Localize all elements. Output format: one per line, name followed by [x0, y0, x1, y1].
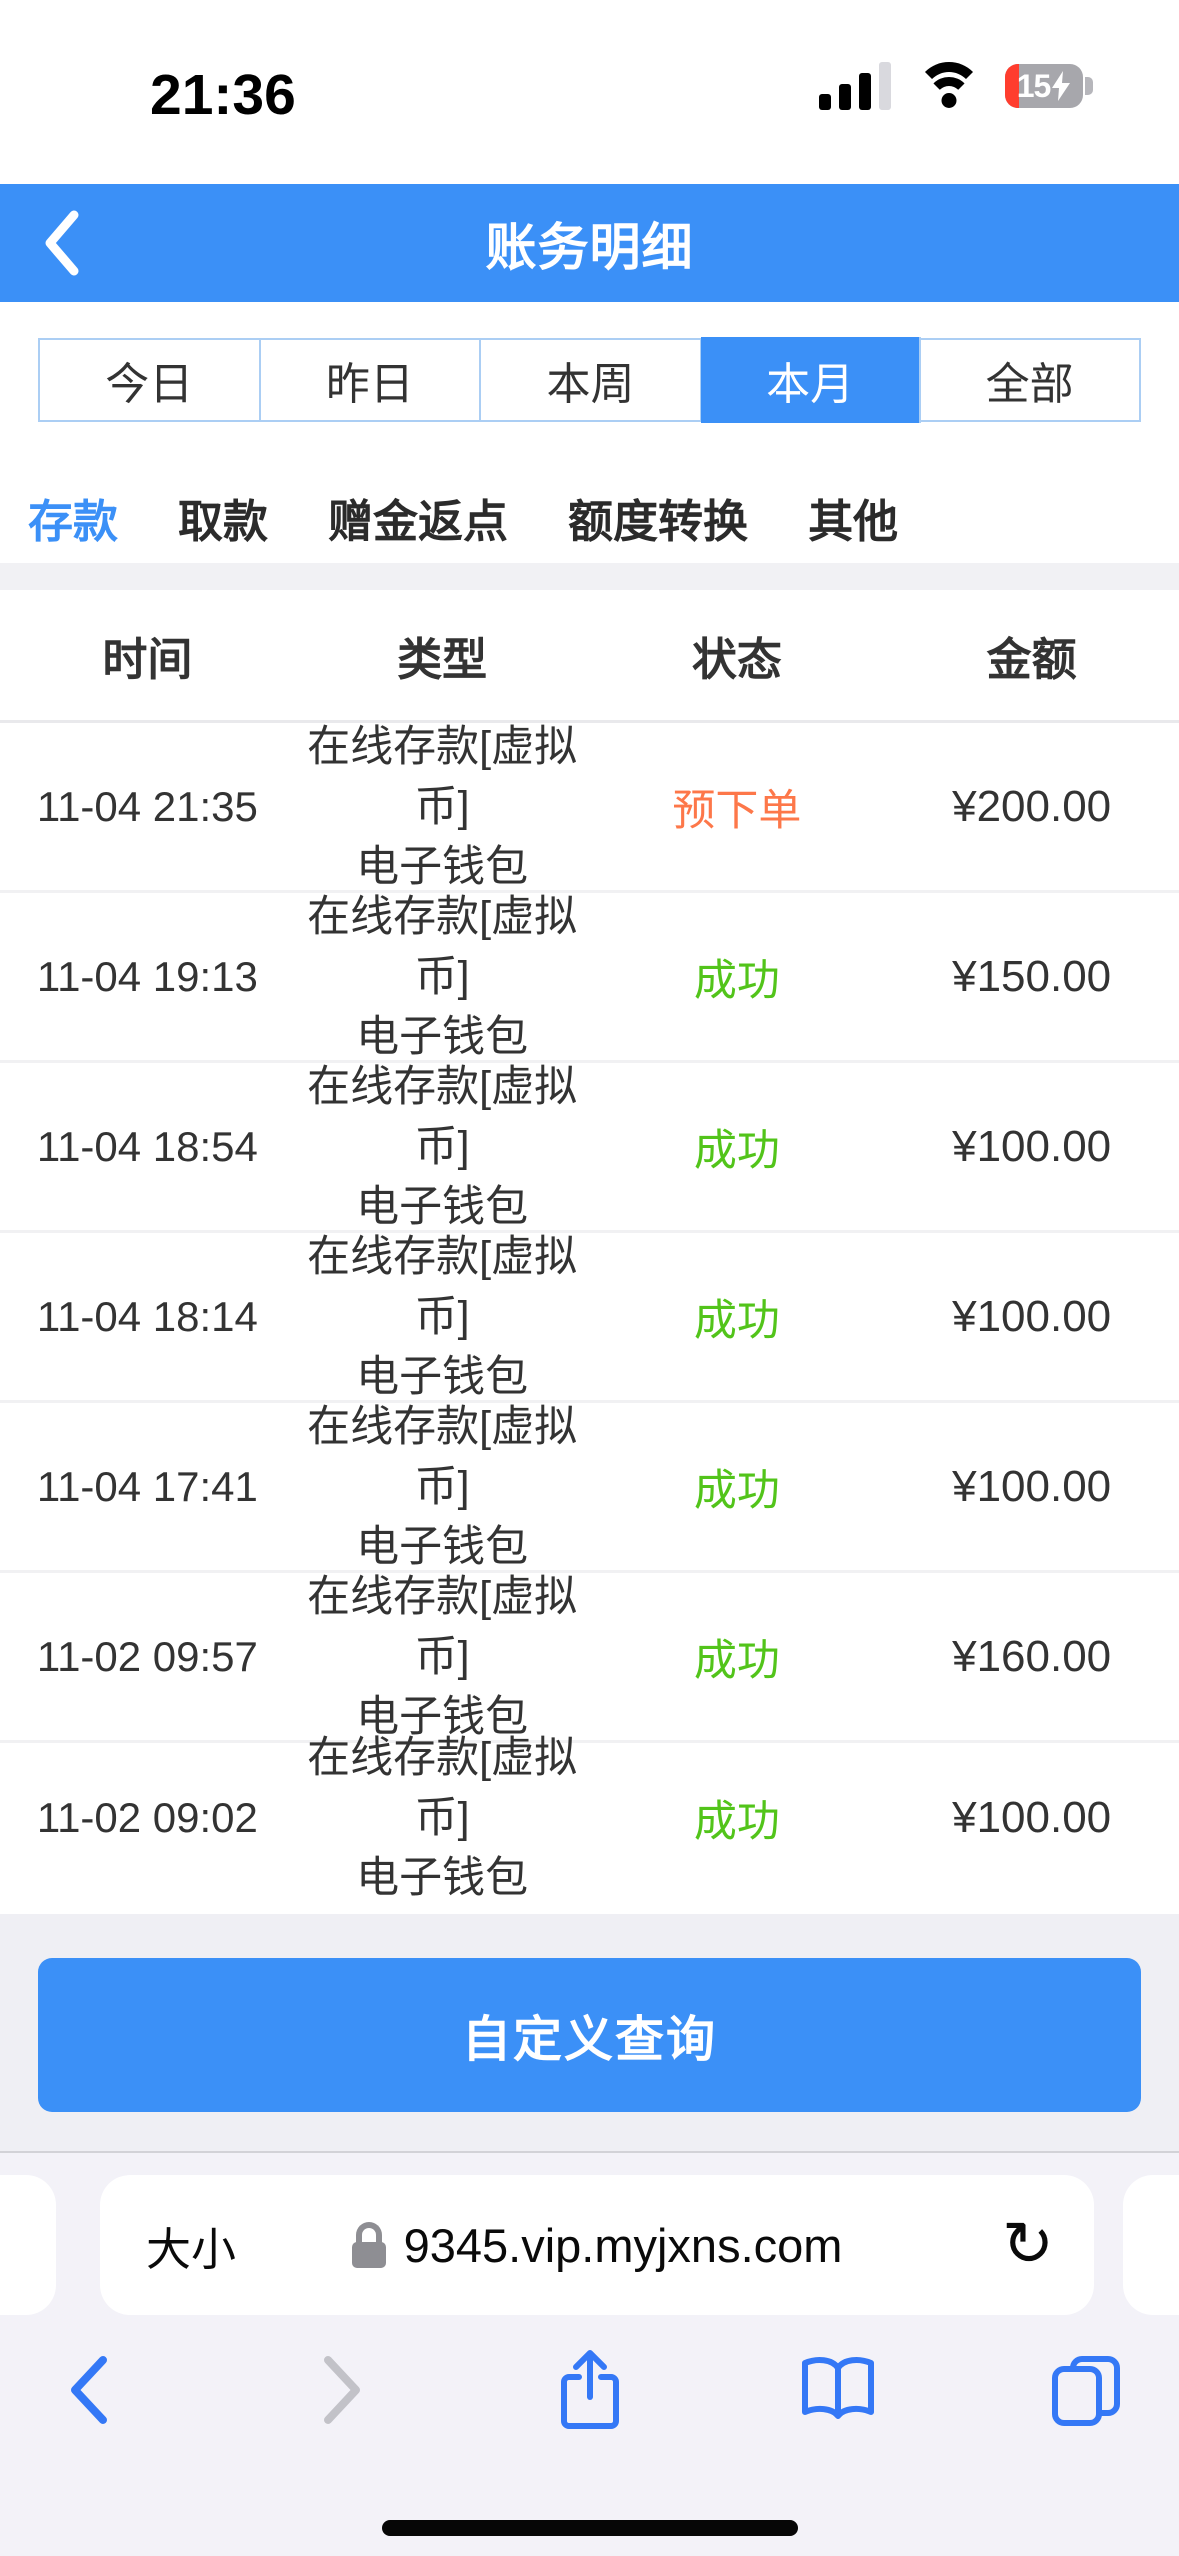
transaction-list: 11-04 21:35 在线存款[虚拟币] 电子钱包 预下单 ¥200.00 11…: [0, 723, 1179, 1902]
wifi-icon: [915, 62, 983, 110]
row-time: 11-02 09:57: [36, 1632, 258, 1680]
charging-bolt-icon: [1052, 71, 1071, 101]
book-icon: [802, 2357, 874, 2419]
page-title: 账务明细: [485, 219, 694, 276]
row-amount: ¥100.00: [952, 1291, 1112, 1341]
cellular-signal-icon: [819, 62, 893, 110]
url-text: 9345.vip.myjxns.com: [403, 2218, 843, 2272]
status-badge: 成功: [693, 956, 780, 1005]
safari-bottom-bar: 大小 9345.vip.myjxns.com ↻: [0, 2151, 1179, 2556]
row-amount: ¥200.00: [952, 781, 1112, 831]
section-divider: [0, 563, 1179, 590]
tab-today[interactable]: 今日: [40, 340, 261, 420]
tabs-button[interactable]: [1047, 2351, 1125, 2429]
status-badge: 成功: [693, 1798, 780, 1846]
tab-this-week[interactable]: 本周: [481, 340, 702, 420]
row-amount: ¥160.00: [952, 1631, 1112, 1681]
col-header-time: 时间: [102, 633, 193, 685]
table-row: 11-04 21:35 在线存款[虚拟币] 电子钱包 预下单 ¥200.00: [0, 723, 1179, 893]
address-bar[interactable]: 大小 9345.vip.myjxns.com ↻: [100, 2175, 1094, 2315]
row-time: 11-04 19:13: [36, 952, 258, 1000]
reload-button[interactable]: ↻: [1002, 2210, 1054, 2279]
row-time: 11-04 21:35: [36, 782, 258, 830]
table-row: 11-04 17:41 在线存款[虚拟币] 电子钱包 成功 ¥100.00: [0, 1403, 1179, 1573]
row-type: 在线存款[虚拟币] 电子钱包: [307, 1232, 578, 1401]
tab-all[interactable]: 全部: [985, 360, 1074, 409]
row-amount: ¥100.00: [952, 1793, 1112, 1842]
tab-quota-transfer[interactable]: 额度转换: [568, 495, 749, 547]
share-icon: [561, 2350, 619, 2429]
browser-forward-button[interactable]: [320, 2352, 364, 2428]
chevron-left-icon: [71, 2356, 107, 2424]
battery-low-red-bar: [1005, 64, 1019, 108]
table-row: 11-04 18:14 在线存款[虚拟币] 电子钱包 成功 ¥100.00: [0, 1233, 1179, 1403]
status-bar-icons: 15: [819, 58, 1093, 110]
nav-header: 账务明细: [0, 184, 1179, 302]
previous-tab-stub[interactable]: [0, 2175, 56, 2315]
row-amount: ¥100.00: [952, 1121, 1112, 1171]
battery-percent: 15: [1016, 67, 1052, 104]
tab-this-month[interactable]: 本月: [700, 337, 922, 423]
category-tabs: 存款 取款 赠金返点 额度转换 其他: [28, 467, 898, 567]
col-header-type: 类型: [397, 633, 488, 685]
table-row: 11-02 09:02 在线存款[虚拟币] 电子钱包 成功 ¥100.00: [0, 1734, 1179, 1902]
row-type: 在线存款[虚拟币] 电子钱包: [307, 1572, 578, 1741]
chevron-right-icon: [324, 2356, 360, 2424]
text-size-button[interactable]: 大小: [146, 2223, 237, 2275]
period-tabs: 今日 昨日 本周 本月 全部: [38, 337, 1141, 423]
table-row: 11-04 19:13 在线存款[虚拟币] 电子钱包 成功 ¥150.00: [0, 893, 1179, 1063]
chevron-left-icon: [45, 210, 79, 276]
tab-deposit[interactable]: 存款: [28, 495, 119, 547]
tabs-icon: [1052, 2356, 1120, 2426]
status-badge: 成功: [693, 1636, 780, 1685]
tab-yesterday[interactable]: 昨日: [261, 340, 482, 420]
bookmarks-button[interactable]: [797, 2354, 879, 2426]
status-badge: 成功: [693, 1126, 780, 1175]
tab-bonus-rebate[interactable]: 赠金返点: [328, 495, 509, 547]
custom-query-button[interactable]: 自定义查询: [38, 1958, 1141, 2112]
home-indicator[interactable]: [381, 2520, 798, 2536]
col-header-amount: 金额: [986, 633, 1077, 685]
table-row: 11-02 09:57 在线存款[虚拟币] 电子钱包 成功 ¥160.00: [0, 1573, 1179, 1743]
table-row: 11-04 18:54 在线存款[虚拟币] 电子钱包 成功 ¥100.00: [0, 1063, 1179, 1233]
col-header-status: 状态: [691, 633, 782, 685]
lock-icon: [351, 2222, 386, 2268]
status-bar-time: 21:36: [150, 63, 296, 127]
next-tab-stub[interactable]: [1123, 2175, 1179, 2315]
row-time: 11-04 18:14: [36, 1292, 258, 1340]
status-badge: 成功: [693, 1296, 780, 1345]
row-type: 在线存款[虚拟币] 电子钱包: [307, 722, 578, 891]
status-badge: 成功: [693, 1466, 780, 1515]
table-header: 时间 类型 状态 金额: [0, 590, 1179, 723]
row-time: 11-04 18:54: [36, 1122, 258, 1170]
tab-other[interactable]: 其他: [808, 495, 899, 547]
row-type: 在线存款[虚拟币] 电子钱包: [307, 1402, 578, 1571]
status-badge: 预下单: [672, 786, 802, 835]
browser-back-button[interactable]: [67, 2352, 111, 2428]
row-amount: ¥100.00: [952, 1461, 1112, 1511]
row-type: 在线存款[虚拟币] 电子钱包: [307, 1062, 578, 1231]
row-type: 在线存款[虚拟币] 电子钱包: [307, 892, 578, 1061]
row-amount: ¥150.00: [952, 951, 1112, 1001]
share-button[interactable]: [555, 2347, 625, 2433]
back-button[interactable]: [40, 184, 120, 302]
tab-withdraw[interactable]: 取款: [178, 495, 269, 547]
row-time: 11-02 09:02: [36, 1794, 258, 1841]
row-type: 在线存款[虚拟币] 电子钱包: [307, 1734, 578, 1902]
row-time: 11-04 17:41: [36, 1462, 258, 1510]
battery-charging-icon: 15: [1005, 64, 1093, 108]
